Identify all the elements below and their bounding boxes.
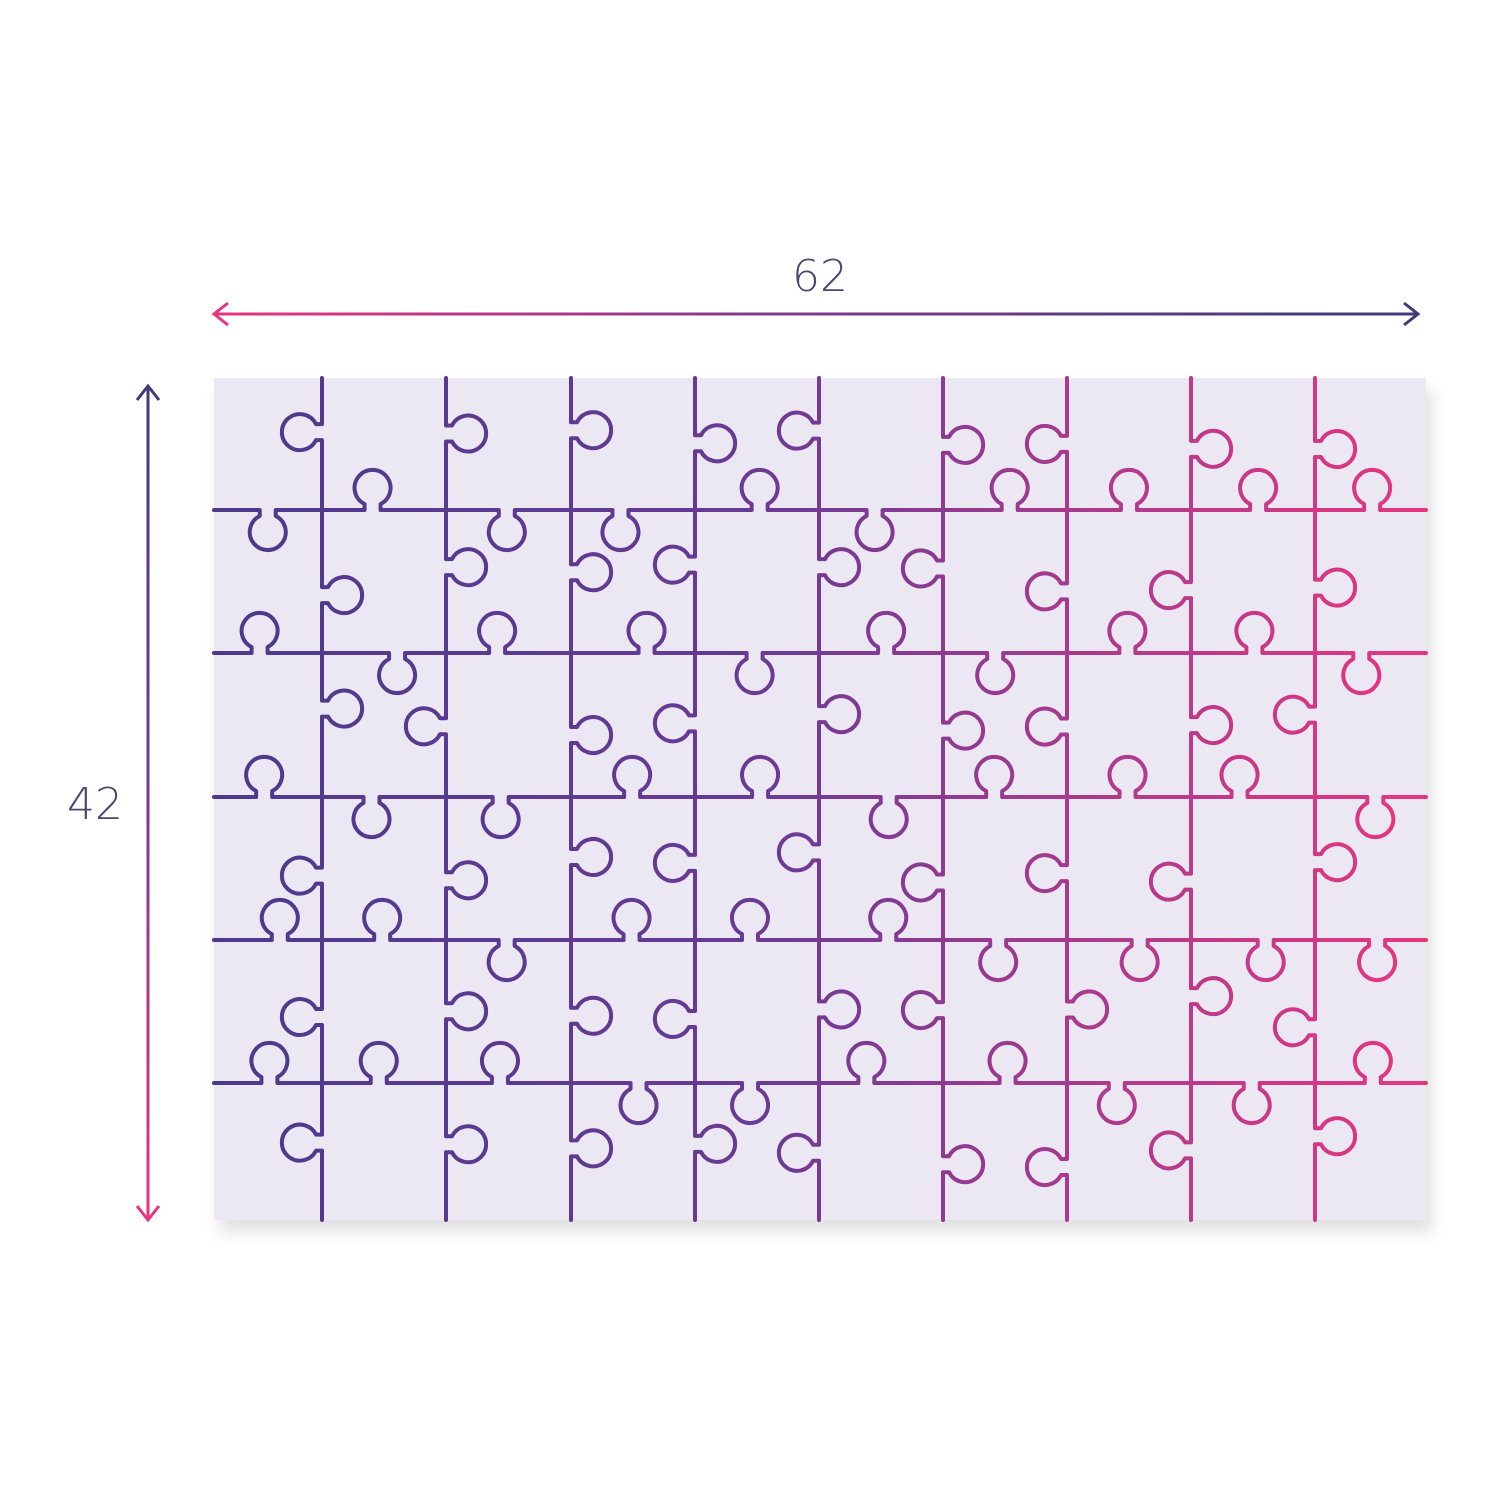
vertical-cut-line [652, 376, 738, 1222]
puzzle-cut-lines [212, 376, 1428, 1222]
height-label: 42 [67, 779, 123, 830]
width-label: 62 [792, 251, 848, 302]
vertical-cut-line [403, 376, 489, 1222]
vertical-cut-line [1024, 376, 1110, 1222]
width-dimension-arrow [211, 301, 1421, 327]
vertical-cut-line [1272, 376, 1358, 1222]
vertical-cut-line [279, 376, 365, 1222]
vertical-cut-line [776, 376, 862, 1222]
vertical-cut-line [569, 376, 614, 1222]
vertical-cut-line [900, 376, 986, 1222]
vertical-cut-line [1148, 376, 1234, 1222]
height-dimension-arrow [135, 383, 161, 1223]
